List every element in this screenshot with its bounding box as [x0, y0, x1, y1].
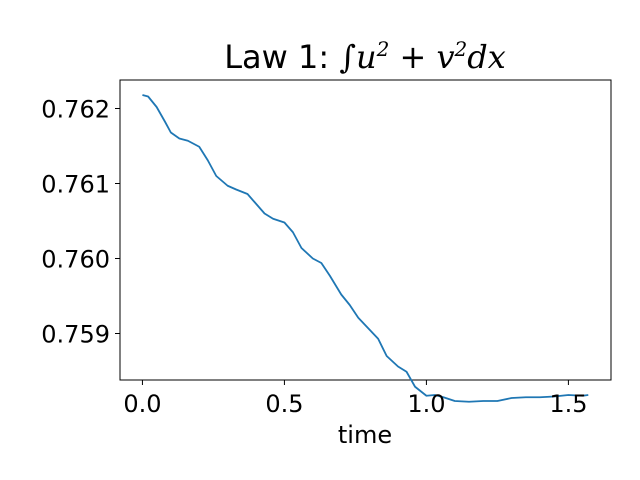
- y-axis: 0.759 0.760 0.761 0.762: [41, 96, 120, 349]
- x-tick-label: 1.0: [407, 390, 445, 418]
- x-tick-label: 0.0: [123, 390, 161, 418]
- x-tick-label: 0.5: [265, 390, 303, 418]
- series-line-0: [142, 94, 589, 403]
- y-tick-label: 0.760: [41, 246, 110, 274]
- plot-frame: [119, 79, 612, 381]
- x-axis: 0.0 0.5 1.0 1.5: [123, 380, 587, 418]
- y-tick-label: 0.759: [41, 321, 110, 349]
- plot-area: [119, 79, 612, 403]
- x-axis-label: time: [338, 421, 392, 449]
- x-tick-label: 1.5: [549, 390, 587, 418]
- y-tick-label: 0.762: [41, 96, 110, 124]
- chart-title: Law 1: ∫u2 + v2dx: [224, 37, 506, 76]
- y-tick-label: 0.761: [41, 171, 110, 199]
